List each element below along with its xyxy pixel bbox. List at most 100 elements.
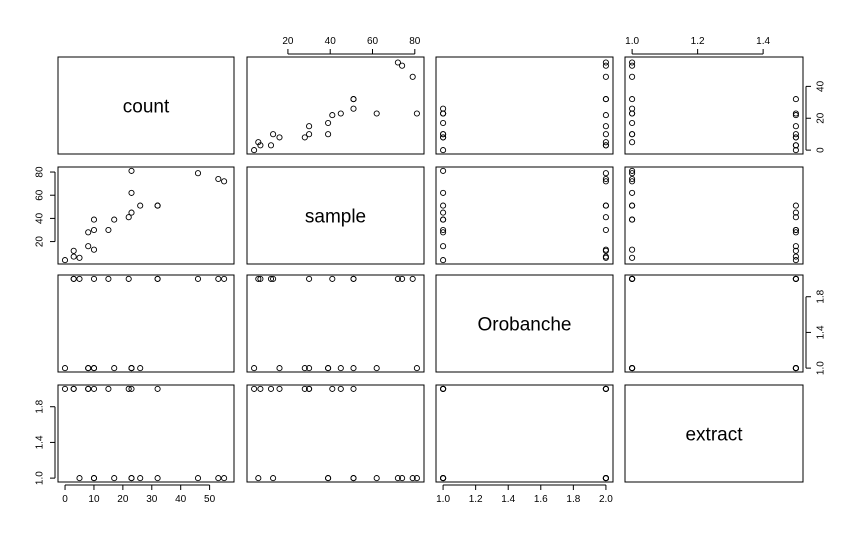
data-point [306, 123, 313, 130]
data-point [602, 226, 609, 234]
data-point [602, 112, 609, 119]
data-point [306, 131, 313, 138]
panel-sample-vs-Orobanche [435, 166, 614, 265]
data-point [270, 475, 277, 482]
data-point [306, 385, 313, 392]
tick-label: 60 [367, 36, 379, 47]
data-point [394, 59, 401, 66]
data-point [221, 475, 228, 482]
data-point [276, 365, 283, 372]
axis-left-extract: 1.0 1.4 1.8 [35, 399, 56, 485]
data-point [440, 257, 447, 264]
data-point [629, 275, 636, 282]
data-point [137, 365, 144, 372]
data-point [255, 275, 262, 282]
tick-label: 1.0 [35, 471, 46, 485]
data-point [105, 385, 112, 392]
data-point [602, 175, 609, 183]
data-point [137, 202, 144, 209]
variable-label-extract: extract [685, 425, 743, 446]
data-point [602, 96, 609, 103]
axis-bottom-Orobanche: 1.0 1.2 1.4 1.6 1.8 2.0 [436, 484, 613, 505]
data-point [629, 139, 636, 146]
data-point [629, 202, 636, 209]
variable-label-count: count [123, 97, 170, 118]
data-point [440, 385, 447, 392]
data-point [602, 247, 609, 254]
panel-sample-vs-count [57, 166, 235, 265]
data-point [154, 202, 161, 209]
data-point [85, 385, 92, 392]
data-point [602, 385, 609, 392]
data-point [221, 275, 228, 282]
tick-label: 40 [175, 494, 187, 505]
data-point [792, 123, 799, 130]
data-point [85, 365, 92, 372]
data-point [792, 142, 799, 149]
data-point [111, 475, 118, 482]
data-point [792, 209, 799, 216]
panel-count-vs-extract [624, 56, 804, 155]
data-point [306, 275, 313, 282]
data-point [792, 134, 799, 141]
data-point [792, 229, 799, 236]
panel-extract-vs-Orobanche [435, 384, 614, 483]
data-point [413, 365, 420, 372]
panel-frame [624, 384, 804, 483]
data-point [350, 365, 357, 372]
data-point [85, 229, 92, 236]
tick-label: 20 [117, 494, 129, 505]
data-point [90, 475, 98, 482]
data-point [629, 189, 636, 196]
panel-sample-vs-extract [624, 166, 804, 265]
data-point [329, 112, 336, 119]
data-point [792, 247, 799, 254]
data-point [125, 275, 132, 282]
panel-frame [624, 274, 804, 373]
data-point [399, 475, 406, 482]
panel-frame [435, 384, 614, 483]
data-point [125, 214, 132, 221]
data-point [394, 475, 401, 482]
axis-right-Orobanche: 1.0 1.4 1.8 [805, 289, 827, 375]
tick-label: 60 [35, 189, 46, 201]
data-point [629, 254, 636, 261]
panel-frame [246, 166, 425, 265]
data-point [267, 142, 275, 149]
data-point [602, 73, 609, 80]
data-point [251, 147, 258, 154]
tick-label: 10 [88, 494, 100, 505]
tick-label: 20 [282, 36, 294, 47]
data-point [440, 226, 447, 234]
axis-right-count: 0 20 40 [805, 80, 827, 153]
data-point [350, 385, 357, 392]
data-point [350, 96, 357, 103]
panel-frame [435, 56, 614, 155]
data-point [602, 131, 609, 138]
data-point [602, 214, 609, 221]
data-point [337, 385, 344, 392]
tick-label: 1.8 [566, 494, 580, 505]
data-point [70, 253, 77, 260]
data-point [194, 170, 202, 177]
data-point [76, 254, 83, 261]
data-point [257, 142, 264, 149]
data-point [325, 475, 332, 482]
data-point [350, 475, 357, 482]
data-point [70, 247, 77, 254]
data-point [440, 119, 447, 127]
data-point [194, 475, 202, 482]
tick-label: 1.2 [691, 36, 705, 47]
data-point [76, 275, 83, 282]
data-point [792, 226, 799, 234]
data-point [154, 275, 161, 282]
panel-Orobanche-vs-Orobanche: Orobanche [435, 274, 614, 373]
panel-frame [435, 166, 614, 265]
data-point [125, 385, 132, 392]
panel-extract-vs-count [57, 384, 235, 483]
data-point [602, 475, 609, 482]
data-point [137, 475, 144, 482]
data-point [440, 209, 447, 216]
data-point [215, 275, 222, 282]
data-point [90, 226, 98, 234]
